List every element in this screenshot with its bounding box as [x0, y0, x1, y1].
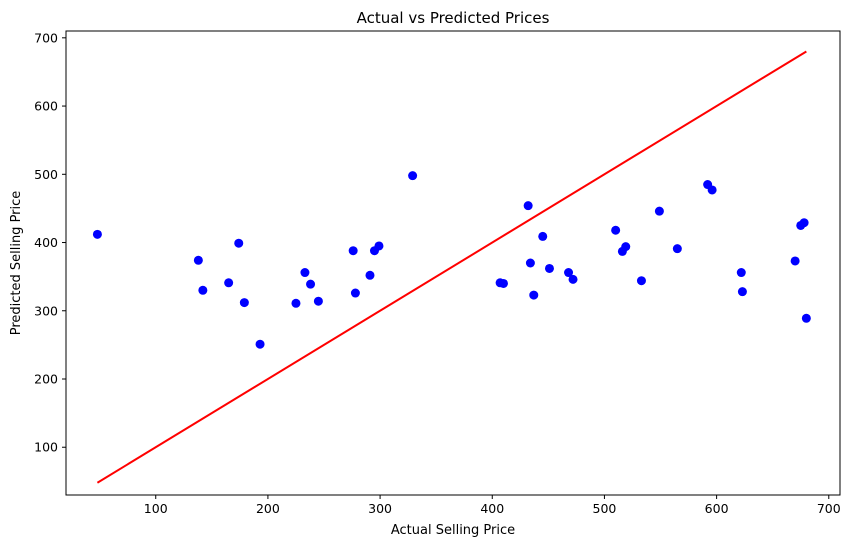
x-tick-label: 400: [480, 501, 504, 516]
data-point: [291, 298, 301, 308]
plot-frame: [65, 30, 841, 496]
y-tick-label: 200: [34, 372, 58, 387]
chart-title: Actual vs Predicted Prices: [357, 9, 550, 27]
data-point: [374, 241, 384, 251]
x-tick-label: 600: [705, 501, 729, 516]
y-tick-label: 500: [34, 167, 58, 182]
data-point: [529, 290, 539, 300]
y-axis-label: Predicted Selling Price: [9, 191, 24, 336]
data-point: [300, 268, 310, 278]
data-point: [255, 339, 265, 349]
data-point: [523, 201, 533, 211]
data-point: [790, 256, 800, 266]
x-tick-label: 500: [593, 501, 617, 516]
data-point: [564, 268, 574, 278]
data-point: [621, 242, 631, 252]
x-tick-label: 200: [256, 501, 280, 516]
data-point: [544, 263, 554, 273]
data-point: [707, 185, 717, 195]
data-point: [672, 244, 682, 254]
x-tick-label: 100: [144, 501, 168, 516]
x-axis-label: Actual Selling Price: [391, 523, 515, 538]
data-point: [306, 279, 316, 289]
data-point: [92, 229, 102, 239]
y-tick-label: 600: [34, 99, 58, 114]
data-point: [239, 298, 249, 308]
data-point: [348, 246, 358, 256]
reference-line: [96, 50, 807, 484]
data-point: [198, 285, 208, 295]
data-point: [525, 258, 535, 268]
data-point: [313, 296, 323, 306]
data-point: [736, 268, 746, 278]
y-tick-label: 400: [34, 235, 58, 250]
y-tick-label: 300: [34, 303, 58, 318]
x-tick-label: 300: [368, 501, 392, 516]
data-point: [498, 278, 508, 288]
data-point: [350, 288, 360, 298]
y-axis: 100 200 300 400 500 600 700: [34, 30, 66, 455]
data-point: [654, 206, 664, 216]
plot-area: [92, 50, 811, 484]
x-axis: 100 200 300 400 500 600 700: [144, 495, 841, 516]
data-point: [737, 287, 747, 297]
data-point: [568, 274, 578, 284]
data-point: [799, 218, 809, 228]
data-point: [611, 225, 621, 235]
x-tick-label: 700: [817, 501, 841, 516]
y-tick-label: 700: [34, 30, 58, 45]
data-point: [193, 255, 203, 265]
data-point: [234, 238, 244, 248]
y-tick-label: 100: [34, 440, 58, 455]
data-point: [801, 313, 811, 323]
data-point: [224, 278, 234, 288]
data-point: [408, 171, 418, 181]
data-point: [538, 231, 548, 241]
data-point: [636, 276, 646, 286]
data-point: [365, 270, 375, 280]
